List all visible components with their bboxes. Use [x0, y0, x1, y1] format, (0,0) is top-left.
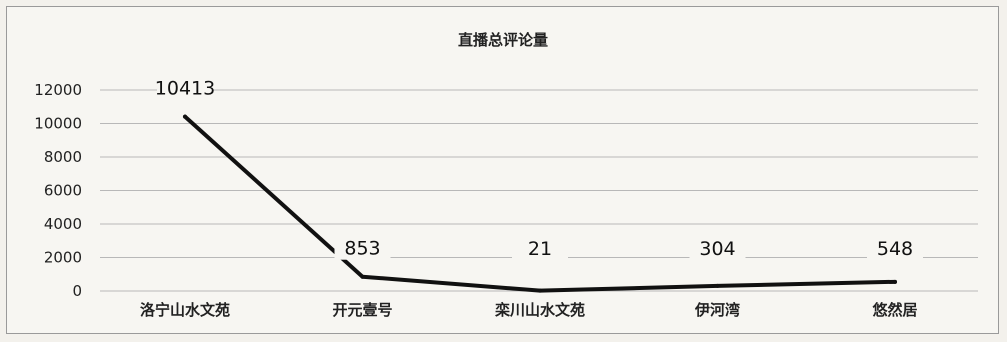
series-line	[183, 114, 897, 293]
y-tick-label: 12000	[34, 81, 82, 99]
y-tick-label: 8000	[44, 148, 82, 166]
x-tick-label: 开元壹号	[332, 301, 392, 319]
data-point	[538, 288, 542, 293]
data-labels: 10413 853 21 304 548	[155, 75, 923, 260]
data-point	[360, 274, 365, 279]
data-point	[183, 114, 187, 119]
y-axis-ticks: 0 2000 4000 6000 8000 10000 12000	[34, 81, 82, 300]
x-tick-label: 栾川山水文苑	[494, 301, 585, 319]
data-point	[893, 279, 897, 284]
chart-frame	[6, 6, 999, 334]
data-label: 304	[699, 238, 735, 260]
x-axis-ticks: 洛宁山水文苑 开元壹号 栾川山水文苑 伊河湾 悠然居	[140, 301, 918, 319]
data-label: 548	[877, 238, 913, 260]
y-tick-label: 2000	[44, 249, 82, 267]
data-label-bg	[867, 236, 923, 260]
chart-title: 直播总评论量	[458, 31, 548, 49]
data-label-bg	[512, 236, 568, 260]
x-tick-label: 伊河湾	[694, 301, 740, 319]
x-tick-label: 悠然居	[871, 301, 917, 319]
data-label-bg	[689, 236, 746, 260]
data-label: 853	[344, 238, 380, 260]
y-tick-label: 10000	[34, 115, 82, 133]
y-tick-label: 4000	[44, 215, 82, 233]
y-tick-label: 6000	[44, 182, 82, 200]
data-label: 21	[528, 238, 552, 260]
x-tick-label: 洛宁山水文苑	[140, 301, 230, 319]
gridlines	[100, 89, 978, 292]
data-label: 10413	[155, 78, 215, 100]
data-label-bg	[157, 75, 213, 100]
data-point	[715, 283, 720, 288]
y-tick-label: 0	[72, 282, 82, 300]
data-label-bg	[334, 235, 391, 260]
series-layer	[183, 114, 897, 293]
